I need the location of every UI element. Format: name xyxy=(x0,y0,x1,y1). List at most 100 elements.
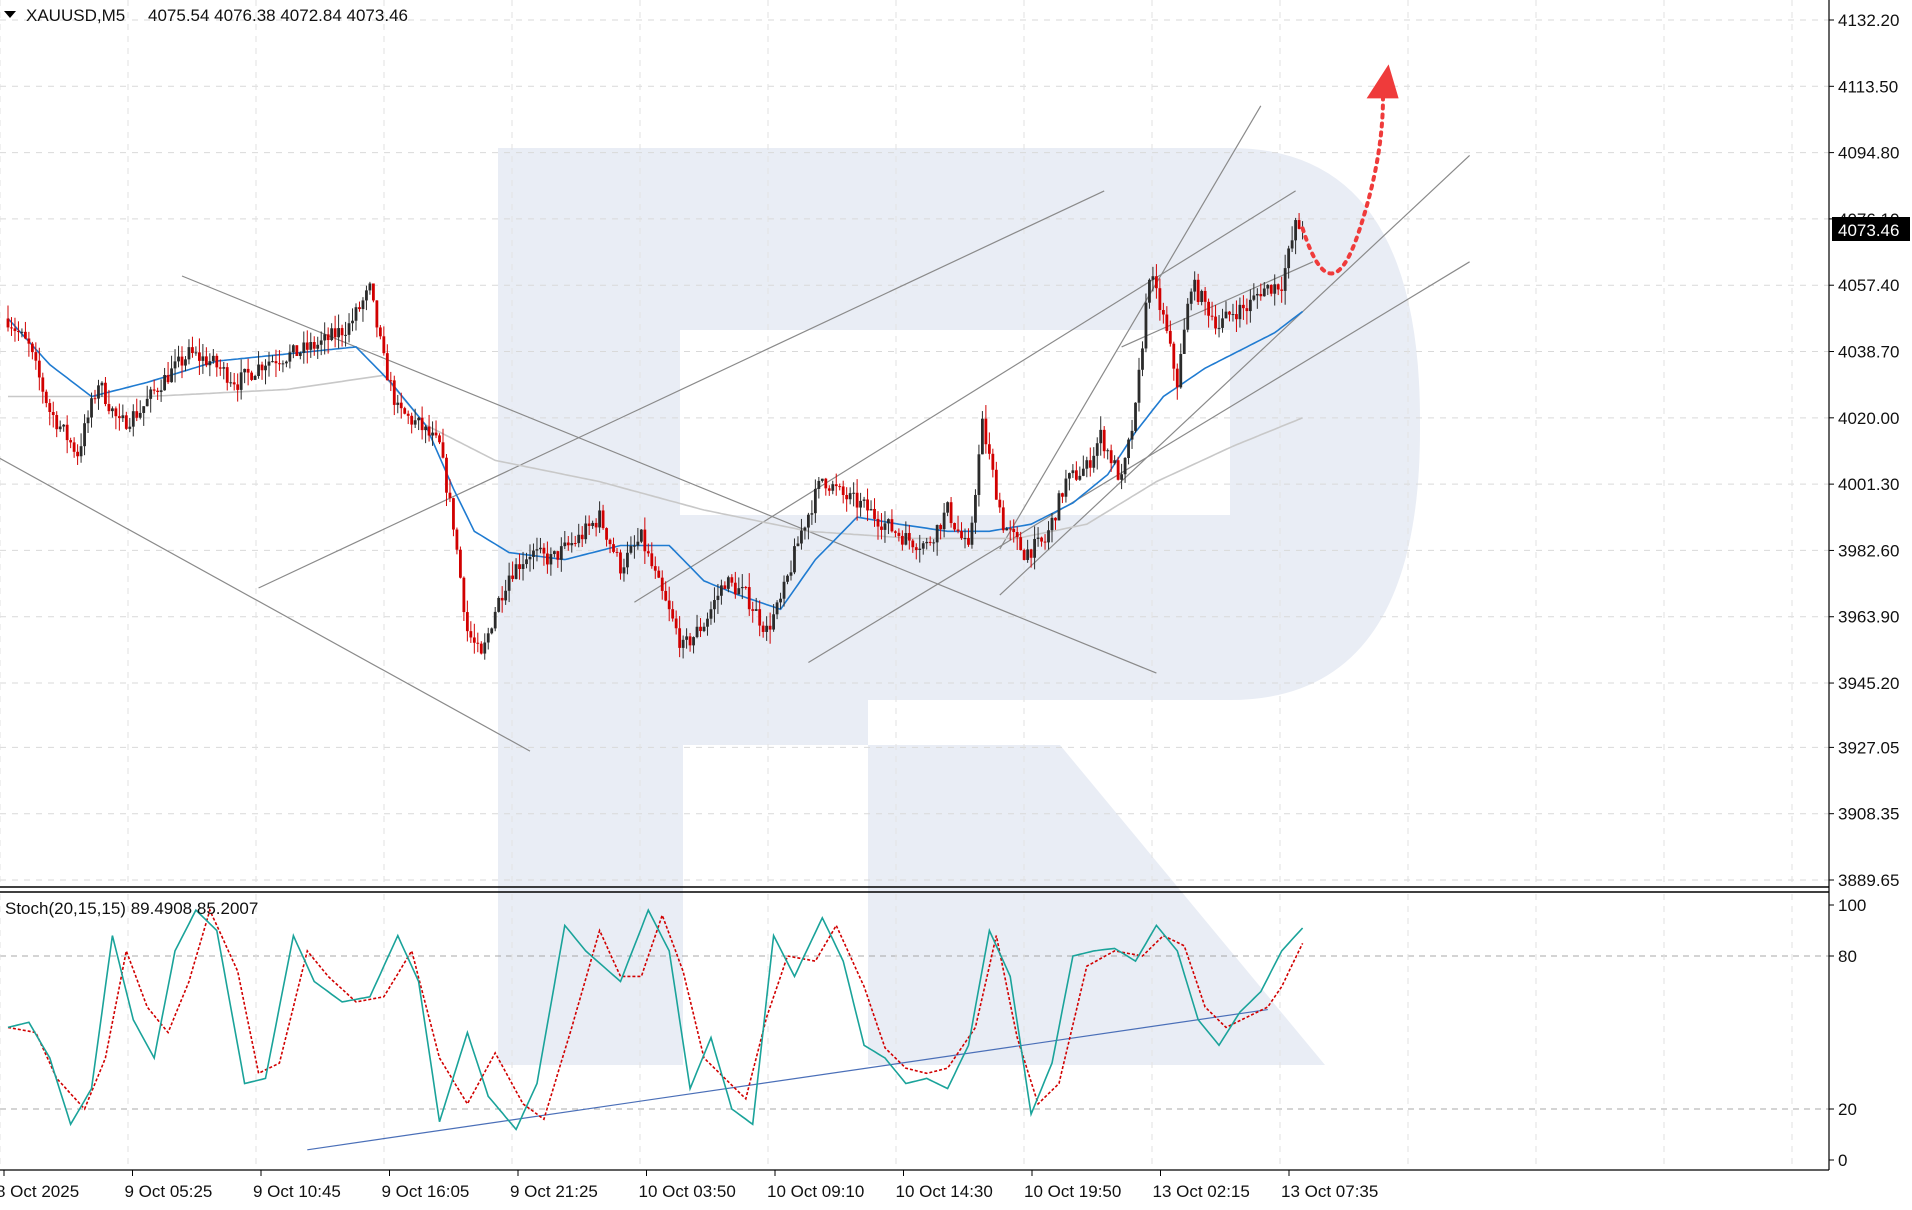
candle-body xyxy=(1193,279,1197,292)
candle-body xyxy=(987,444,991,454)
candle-body xyxy=(685,636,688,640)
candle-body xyxy=(507,575,511,591)
candle-body xyxy=(236,384,240,390)
time-tick-label: 10 Oct 19:50 xyxy=(1024,1182,1121,1201)
candle-body xyxy=(834,484,838,487)
candle-body xyxy=(1144,302,1148,349)
candle-body xyxy=(535,549,539,551)
candle-body xyxy=(298,352,302,356)
candle-body xyxy=(907,533,911,541)
current-price-tag: 4073.46 xyxy=(1832,217,1910,241)
candle-body xyxy=(622,567,626,574)
candle-body xyxy=(504,590,508,601)
candle-body xyxy=(664,590,668,601)
candle-body xyxy=(723,585,727,589)
candle-body xyxy=(34,352,38,361)
candle-body xyxy=(1235,314,1238,320)
candle-body xyxy=(887,519,890,524)
candle-body xyxy=(994,469,998,500)
candle-body xyxy=(984,418,988,445)
price-tick-label: 4001.30 xyxy=(1838,475,1899,494)
candle-body xyxy=(413,420,417,425)
candle-body xyxy=(90,398,93,418)
stoch-tick-label: 80 xyxy=(1838,947,1857,966)
trendline[interactable] xyxy=(258,190,1105,589)
candle-body xyxy=(1269,284,1273,294)
trendline[interactable] xyxy=(999,155,1471,596)
candle-body xyxy=(779,598,782,603)
trendline[interactable] xyxy=(999,105,1262,550)
candle-body xyxy=(79,446,83,457)
candle-body xyxy=(187,347,191,360)
candle-body xyxy=(615,551,619,553)
candle-body xyxy=(807,514,810,528)
candle-body xyxy=(302,342,306,353)
candle-body xyxy=(493,611,497,629)
candle-body xyxy=(824,478,828,489)
candle-body xyxy=(1259,293,1263,297)
trendline[interactable] xyxy=(0,453,531,752)
trendline[interactable] xyxy=(808,261,1470,663)
candle-body xyxy=(1179,353,1183,388)
candle-body xyxy=(441,442,445,458)
candle-body xyxy=(653,566,657,571)
candle-body xyxy=(747,587,751,610)
candle-body xyxy=(417,417,421,421)
candle-body xyxy=(358,307,361,310)
trendline[interactable] xyxy=(1121,261,1314,348)
candle-body xyxy=(810,513,814,515)
stoch-tick-label: 0 xyxy=(1838,1151,1847,1170)
stoch-grid xyxy=(0,894,1829,1168)
candle-body xyxy=(1175,368,1179,388)
trendline[interactable] xyxy=(181,275,1157,674)
candle-body xyxy=(521,564,525,569)
time-tick-label: 9 Oct 10:45 xyxy=(253,1182,341,1201)
candle-body xyxy=(1262,288,1266,297)
candle-body xyxy=(1168,330,1172,344)
candle-body xyxy=(1001,507,1005,531)
candle-body xyxy=(20,331,24,333)
candle-body xyxy=(177,356,180,362)
candle-body xyxy=(692,637,695,646)
candle-body xyxy=(1022,550,1026,560)
candle-body xyxy=(69,440,73,443)
candle-body xyxy=(392,380,396,405)
candle-body xyxy=(215,355,219,368)
candle-body xyxy=(1123,458,1127,475)
trendline[interactable] xyxy=(634,190,1296,603)
candle-body xyxy=(639,529,643,542)
candle-body xyxy=(131,411,135,427)
main-grid xyxy=(0,0,1829,885)
candle-body xyxy=(465,612,469,632)
candle-body xyxy=(991,453,995,470)
candle-body xyxy=(1283,268,1287,291)
candle-body xyxy=(751,609,755,611)
candle-body xyxy=(361,300,365,310)
candle-body xyxy=(1238,304,1242,320)
candle-body xyxy=(890,519,894,532)
candle-body xyxy=(124,415,128,429)
stoch-axis: 100 80 20 0 xyxy=(1829,896,1866,1170)
time-tick-label: 10 Oct 14:30 xyxy=(896,1182,993,1201)
candle-body xyxy=(312,342,316,349)
candle-body xyxy=(789,572,793,576)
collapse-triangle-icon[interactable] xyxy=(4,11,16,18)
candle-body xyxy=(365,290,368,301)
candle-body xyxy=(1196,279,1200,302)
candle-body xyxy=(956,529,960,532)
candle-body xyxy=(30,343,34,353)
stoch-header-label: Stoch(20,15,15) 89.4908 85.2007 xyxy=(5,899,258,918)
candle-body xyxy=(960,531,963,539)
candle-body xyxy=(1008,528,1012,530)
trendlines xyxy=(0,105,1471,752)
candle-body xyxy=(619,552,622,574)
candle-body xyxy=(1120,474,1123,480)
candle-body xyxy=(375,300,379,328)
candle-body xyxy=(1203,290,1207,302)
candle-body xyxy=(208,361,212,366)
current-price-label: 4073.46 xyxy=(1838,221,1899,240)
time-tick-label: 9 Oct 21:25 xyxy=(510,1182,598,1201)
candle-body xyxy=(925,541,929,544)
candle-body xyxy=(626,552,629,568)
